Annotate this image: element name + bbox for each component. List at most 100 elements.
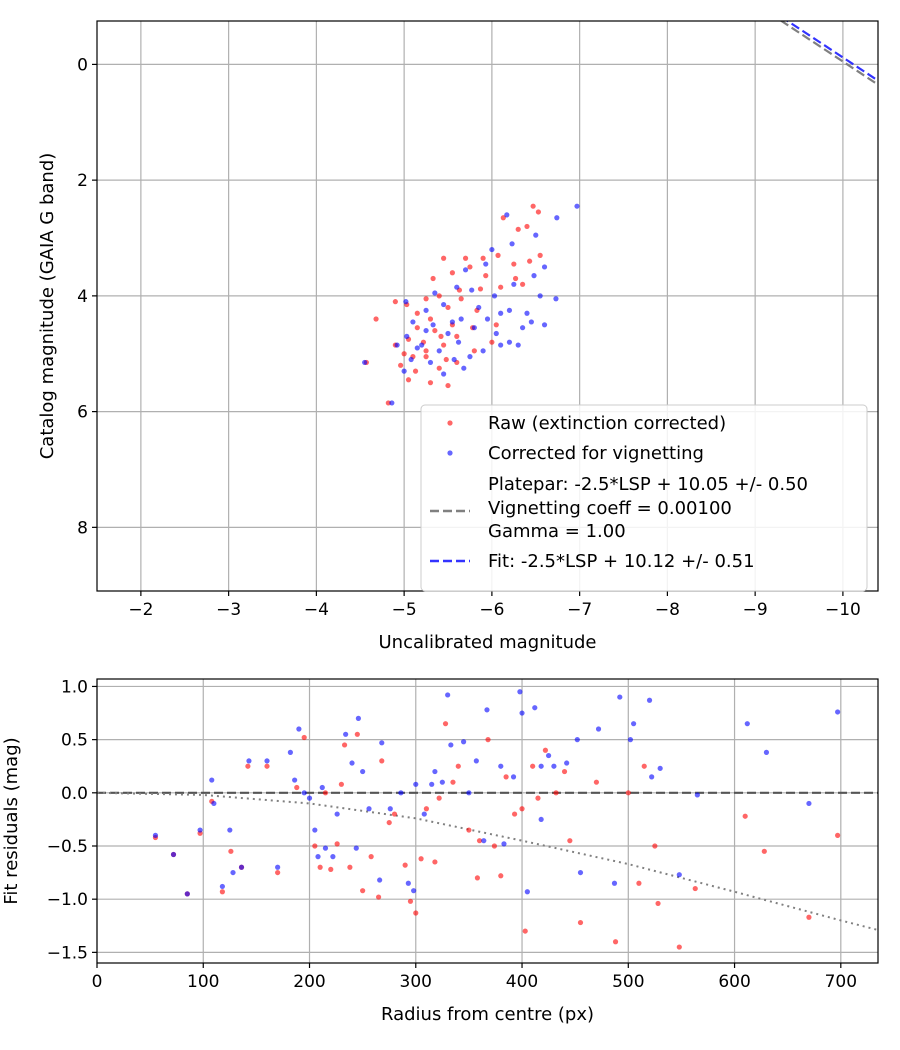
- residual-raw-point: [530, 763, 536, 769]
- residuals-lines: [97, 791, 878, 931]
- raw-point: [423, 296, 429, 302]
- raw-point: [449, 270, 455, 276]
- ax1-x-tick-label: −8: [655, 600, 680, 620]
- residual-corrected-point: [611, 880, 618, 886]
- raw-point: [467, 264, 473, 270]
- residual-corrected-point: [448, 742, 454, 748]
- residual-corrected-point: [230, 869, 236, 876]
- calibration-plot: −2 −3 −4 −5 −6 −7 −8 −9 −10 0 2 4 6 8 Uncalibrated m…: [37, 20, 879, 653]
- raw-point: [414, 325, 420, 331]
- residual-corrected-point: [631, 721, 637, 727]
- residual-corrected-point: [379, 740, 385, 746]
- residual-corrected-point: [519, 710, 525, 716]
- raw-point: [537, 252, 543, 258]
- residual-corrected-point: [617, 694, 623, 700]
- corrected-point: [423, 307, 429, 313]
- ax1-x-tick-label: −9: [743, 600, 768, 620]
- corrected-point: [491, 293, 498, 299]
- residual-raw-point: [625, 790, 631, 796]
- corrected-point: [436, 348, 442, 354]
- raw-point: [477, 286, 484, 292]
- residual-raw-point: [742, 813, 748, 819]
- ax2-x-tick-label: 300: [400, 972, 432, 992]
- residual-raw-point: [476, 838, 483, 844]
- residual-corrected-point: [366, 806, 372, 812]
- residual-corrected-point: [312, 827, 318, 833]
- residual-raw-point: [360, 888, 366, 894]
- residual-raw-point: [577, 919, 584, 926]
- raw-point: [445, 304, 451, 311]
- corrected-point: [432, 290, 438, 296]
- raw-point: [527, 258, 533, 264]
- residual-corrected-point: [564, 760, 570, 766]
- corrected-point: [493, 330, 499, 337]
- residual-corrected-point: [322, 845, 329, 851]
- ax1-x-tick-label: −7: [567, 600, 592, 620]
- corrected-point: [394, 342, 400, 348]
- corrected-point: [541, 322, 548, 328]
- corrected-point: [389, 400, 395, 406]
- residual-raw-point: [407, 898, 414, 904]
- residual-corrected-point: [377, 877, 383, 883]
- residual-corrected-point: [330, 854, 336, 860]
- ax2-y-tick-label: 0.0: [61, 784, 88, 804]
- corrected-point: [430, 322, 436, 328]
- residual-raw-point: [413, 910, 419, 916]
- residual-corrected-point: [595, 726, 602, 732]
- residual-corrected-point: [498, 763, 504, 769]
- corrected-point: [498, 342, 504, 348]
- residual-corrected-point: [219, 883, 225, 890]
- residual-corrected-point: [744, 721, 750, 727]
- raw-point: [423, 348, 429, 354]
- residual-corrected-point: [387, 806, 393, 812]
- residual-raw-point: [301, 734, 307, 741]
- residual-raw-point: [485, 737, 491, 743]
- ax2-x-tick-label: 400: [506, 972, 538, 992]
- raw-point: [427, 316, 434, 322]
- corrected-point: [484, 316, 491, 322]
- corrected-points: [362, 203, 580, 406]
- residual-raw-point: [312, 843, 318, 849]
- residual-raw-point: [522, 928, 528, 934]
- raw-point: [454, 333, 460, 339]
- residual-corrected-point: [524, 889, 530, 895]
- residual-raw-point: [511, 811, 518, 817]
- corrected-point: [469, 287, 475, 293]
- raw-point: [373, 316, 379, 322]
- raw-point: [436, 365, 442, 371]
- legend-raw-label: Raw (extinction corrected): [488, 413, 726, 434]
- residual-raw-point: [655, 900, 661, 907]
- legend-box: [420, 404, 868, 592]
- ax2-y-tick-label: −0.5: [47, 837, 88, 857]
- corrected-point: [506, 339, 513, 345]
- corrected-point: [458, 316, 464, 322]
- residual-raw-point: [561, 768, 568, 775]
- residual-raw-point: [275, 869, 281, 876]
- residual-raw-point: [423, 806, 430, 812]
- residual-raw-point: [450, 779, 456, 785]
- residual-raw-point: [264, 763, 270, 769]
- raw-point: [462, 255, 469, 261]
- residual-raw-point: [402, 862, 408, 868]
- residual-corrected-point: [484, 707, 490, 713]
- residual-corrected-point: [353, 845, 359, 851]
- residual-corrected-point: [460, 739, 467, 745]
- residual-raw-point: [379, 758, 385, 764]
- residual-corrected-point: [334, 811, 340, 817]
- legend-raw-marker: [447, 420, 453, 426]
- residual-corrected-point: [439, 779, 445, 785]
- residual-corrected-point: [517, 689, 523, 695]
- residual-raw-point: [245, 763, 251, 769]
- corrected-point: [362, 359, 368, 366]
- raw-point: [414, 310, 420, 316]
- residual-corrected-point: [264, 758, 270, 764]
- corrected-point: [480, 348, 486, 354]
- ax2-x-tick-label: 700: [825, 972, 857, 992]
- ax2-y-tick-label: 0.5: [61, 731, 88, 751]
- residual-raw-point: [328, 866, 334, 872]
- ax1-y-tick-label: 6: [77, 403, 88, 423]
- raw-points: [363, 203, 543, 406]
- residuals-y-ticks: 1.0 0.5 0.0 −0.5 −1.0 −1.5: [47, 677, 97, 963]
- raw-point: [458, 296, 464, 302]
